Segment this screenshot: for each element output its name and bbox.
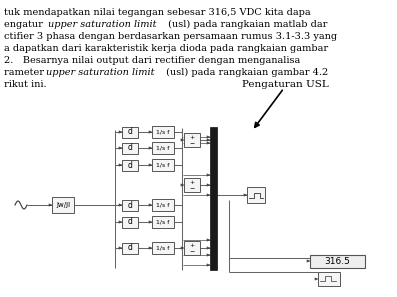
Text: Pengaturan USL: Pengaturan USL <box>242 80 329 89</box>
Text: 1/s f: 1/s f <box>156 219 170 225</box>
Bar <box>210 127 217 270</box>
Bar <box>152 242 174 254</box>
Text: Jw/JI: Jw/JI <box>56 202 70 208</box>
Text: tuk mendapatkan nilai tegangan sebesar 316,5 VDC kita dapa: tuk mendapatkan nilai tegangan sebesar 3… <box>4 8 310 17</box>
Text: +
−: + − <box>189 243 195 253</box>
Bar <box>122 242 138 254</box>
Bar <box>184 178 200 192</box>
Bar <box>152 216 174 228</box>
Text: rameter: rameter <box>4 68 47 77</box>
Text: +
−: + − <box>189 135 195 146</box>
Bar <box>184 133 200 147</box>
Text: +
−: + − <box>189 180 195 190</box>
Text: (usl) pada rangkaian matlab dar: (usl) pada rangkaian matlab dar <box>165 20 328 29</box>
Text: engatur: engatur <box>4 20 46 29</box>
Text: a dapatkan dari karakteristik kerja dioda pada rangkaian gambar: a dapatkan dari karakteristik kerja diod… <box>4 44 328 53</box>
Text: 1/s f: 1/s f <box>156 246 170 250</box>
Text: 316.5: 316.5 <box>325 257 351 266</box>
Bar <box>152 126 174 138</box>
Text: 1/s f: 1/s f <box>156 162 170 168</box>
Text: d: d <box>127 127 133 137</box>
Bar <box>52 197 74 213</box>
Bar <box>122 200 138 211</box>
Text: d: d <box>127 244 133 252</box>
Bar <box>184 241 200 255</box>
Bar <box>152 159 174 171</box>
Text: d: d <box>127 143 133 152</box>
Text: ctifier 3 phasa dengan berdasarkan persamaan rumus 3.1-3.3 yang: ctifier 3 phasa dengan berdasarkan persa… <box>4 32 337 41</box>
Bar <box>122 159 138 170</box>
FancyBboxPatch shape <box>310 255 365 268</box>
Text: upper saturation limit: upper saturation limit <box>46 68 154 77</box>
Text: (usl) pada rangkaian gambar 4.2: (usl) pada rangkaian gambar 4.2 <box>163 68 328 77</box>
Bar <box>122 143 138 154</box>
Bar <box>152 142 174 154</box>
Text: d: d <box>127 200 133 209</box>
Bar <box>318 272 340 286</box>
Text: 2.   Besarnya nilai output dari rectifier dengan menganalisa: 2. Besarnya nilai output dari rectifier … <box>4 56 300 65</box>
Text: rikut ini.: rikut ini. <box>4 80 46 89</box>
Text: 1/s f: 1/s f <box>156 146 170 151</box>
Text: d: d <box>127 160 133 170</box>
Bar <box>152 199 174 211</box>
Text: 1/s f: 1/s f <box>156 203 170 208</box>
Text: upper saturation limit: upper saturation limit <box>48 20 156 29</box>
Bar <box>122 217 138 228</box>
Text: d: d <box>127 217 133 227</box>
Bar <box>247 187 265 203</box>
Bar <box>122 127 138 138</box>
Text: 1/s f: 1/s f <box>156 129 170 135</box>
